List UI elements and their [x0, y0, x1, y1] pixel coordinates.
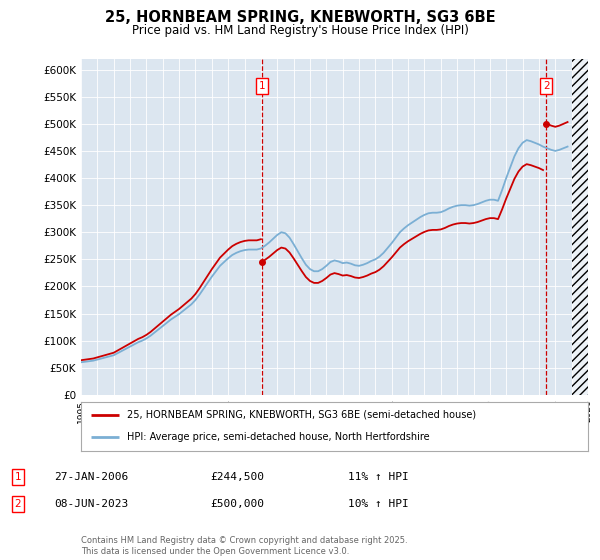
Text: 08-JUN-2023: 08-JUN-2023 [54, 499, 128, 509]
Text: 25, HORNBEAM SPRING, KNEBWORTH, SG3 6BE: 25, HORNBEAM SPRING, KNEBWORTH, SG3 6BE [104, 10, 496, 25]
Text: 2: 2 [14, 499, 22, 509]
Text: 27-JAN-2006: 27-JAN-2006 [54, 472, 128, 482]
Text: £500,000: £500,000 [210, 499, 264, 509]
Text: 10% ↑ HPI: 10% ↑ HPI [348, 499, 409, 509]
Text: 1: 1 [14, 472, 22, 482]
Text: HPI: Average price, semi-detached house, North Hertfordshire: HPI: Average price, semi-detached house,… [127, 432, 429, 442]
Text: Contains HM Land Registry data © Crown copyright and database right 2025.
This d: Contains HM Land Registry data © Crown c… [81, 536, 407, 556]
Text: 2: 2 [543, 81, 550, 91]
Text: £244,500: £244,500 [210, 472, 264, 482]
Text: 25, HORNBEAM SPRING, KNEBWORTH, SG3 6BE (semi-detached house): 25, HORNBEAM SPRING, KNEBWORTH, SG3 6BE … [127, 410, 476, 420]
Text: 1: 1 [259, 81, 265, 91]
Text: 11% ↑ HPI: 11% ↑ HPI [348, 472, 409, 482]
Text: Price paid vs. HM Land Registry's House Price Index (HPI): Price paid vs. HM Land Registry's House … [131, 24, 469, 36]
